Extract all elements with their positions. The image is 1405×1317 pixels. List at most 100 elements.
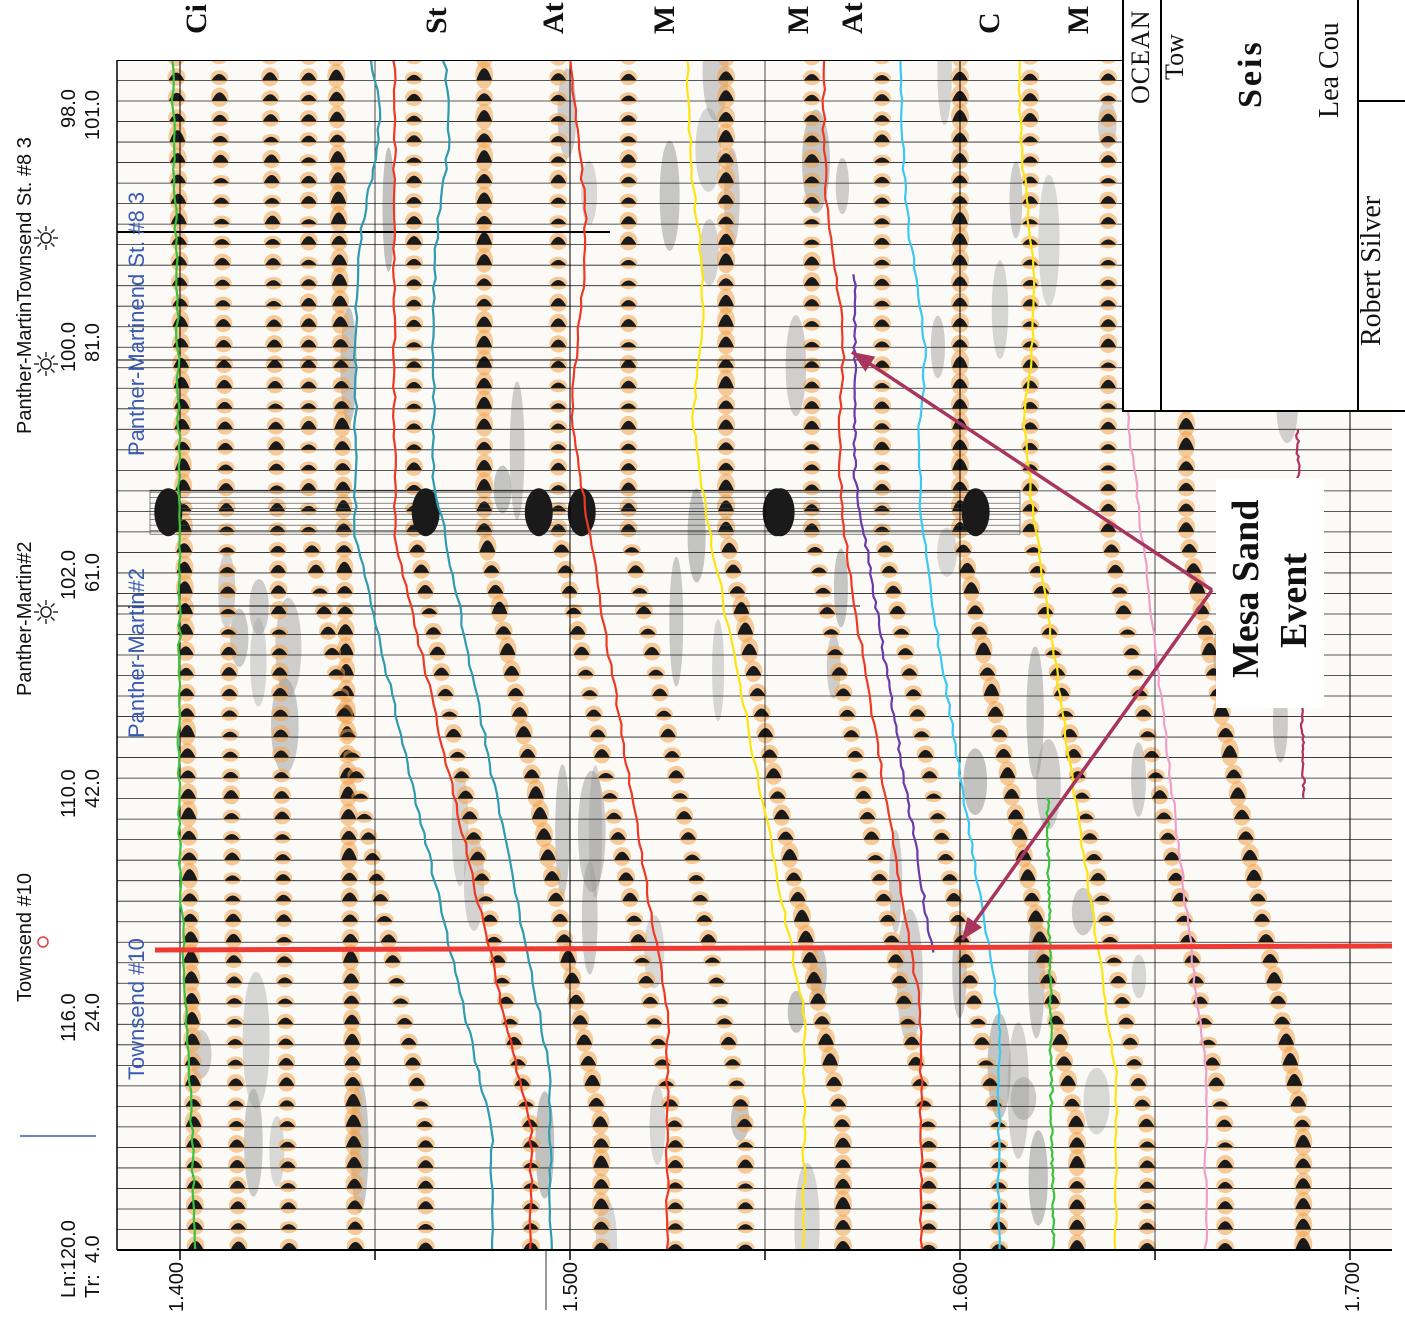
trace-wiggle (803, 484, 820, 491)
trace-wiggle (550, 218, 567, 225)
trace-wiggle (664, 750, 681, 758)
trace-wiggle (666, 1120, 683, 1127)
trace-wiggle (646, 1018, 663, 1025)
trace-wiggle (721, 542, 738, 553)
trace-wiggle (223, 813, 240, 820)
trace-wiggle (1119, 629, 1136, 635)
trace-wiggle (803, 94, 820, 102)
trace-wiggle (550, 174, 567, 184)
trace-wiggle (360, 832, 377, 840)
annotation-line-2: Event (1273, 553, 1315, 648)
trace-wiggle (732, 1099, 749, 1107)
trace-wiggle (803, 299, 820, 307)
trace-wiggle (214, 279, 231, 286)
trace-wiggle (180, 788, 197, 799)
trace-wiggle (1102, 936, 1119, 943)
trace-wiggle (409, 544, 426, 553)
trace-wiggle (1295, 1178, 1312, 1189)
trace-wiggle (392, 998, 409, 1004)
trace-wiggle (1143, 750, 1160, 758)
well-tie-event (961, 488, 990, 537)
trace-wiggle (921, 771, 938, 779)
trace-wiggle (406, 115, 422, 122)
trace-wiggle (340, 830, 357, 840)
trace-wiggle (830, 1098, 847, 1107)
trace-wiggle (728, 1080, 745, 1086)
trace-wiggle (874, 278, 890, 286)
trace-wiggle (1258, 934, 1275, 943)
trace-wiggle (335, 523, 352, 532)
trace-wiggle (453, 771, 470, 779)
trace-wiggle (214, 238, 231, 245)
gray-smear (1028, 1130, 1048, 1226)
trace-wiggle (412, 1101, 429, 1107)
trace-wiggle (925, 793, 942, 799)
horizon-line (352, 60, 495, 1250)
trace-wiggle (336, 586, 353, 594)
trace-wiggle (372, 894, 389, 902)
gray-smear (250, 617, 267, 707)
circle-icon (37, 936, 49, 948)
trace-wiggle (265, 280, 282, 286)
trace-wiggle (539, 849, 556, 861)
trace-wiggle (871, 873, 888, 881)
trace-wiggle (1022, 156, 1039, 163)
trace-wiggle (1245, 869, 1262, 881)
trace-wiggle (331, 254, 348, 266)
trace-wiggle (883, 935, 900, 943)
trace-wiggle (183, 992, 200, 1004)
trace-wiggle (483, 565, 500, 573)
trace-wiggle (737, 1224, 754, 1230)
trace-wiggle (179, 725, 196, 738)
trace-wiggle (718, 521, 734, 532)
trace-wiggle (1134, 1099, 1151, 1107)
trace-wiggle (337, 643, 354, 655)
trace-wiggle (797, 930, 814, 943)
trace-wiggle (1089, 872, 1106, 881)
trace-wiggle (519, 748, 536, 758)
trace-wiggle (716, 1018, 733, 1025)
gray-smear (699, 219, 719, 286)
trace-wiggle (333, 360, 350, 368)
trace-wiggle (223, 834, 240, 840)
trace-wiggle (815, 587, 832, 594)
title-block-title: Seis (1232, 39, 1269, 108)
sun-ray (50, 229, 55, 234)
trace-wiggle (887, 954, 904, 963)
trace-wiggle (332, 316, 349, 327)
peak-halo (261, 60, 278, 65)
annotation-arrow-lower-head (962, 916, 983, 940)
trace-wiggle (543, 871, 560, 881)
trace-wiggle (550, 298, 567, 307)
gray-smear (1007, 1022, 1029, 1159)
trace-wiggle (801, 952, 818, 963)
trace-wiggle (631, 588, 648, 594)
trace-wiggle (177, 646, 194, 655)
trace-wiggle (593, 1198, 610, 1209)
trace-wiggle (911, 1079, 928, 1086)
trace-wiggle (550, 259, 567, 266)
trace-wiggle (211, 92, 228, 102)
trace-wiggle (497, 996, 514, 1004)
trace-wiggle (406, 216, 422, 225)
trace-wiggle (576, 1034, 593, 1045)
trace-wiggle (718, 419, 734, 430)
trace-wiggle (406, 157, 422, 163)
trace-wiggle (1027, 910, 1044, 922)
trace-wiggle (737, 1142, 754, 1148)
trace-wiggle (945, 893, 962, 902)
trace-wiggle (1178, 482, 1195, 491)
sun-ray (37, 242, 42, 247)
trace-wiggle (1107, 564, 1124, 573)
trace-wiggle (970, 1018, 987, 1025)
trace-wiggle (803, 73, 820, 81)
trace-wiggle (835, 1178, 851, 1189)
gray-smear (937, 60, 952, 126)
trace-wiggle (1130, 1078, 1147, 1086)
trace-wiggle (222, 751, 239, 758)
trace-wiggle (213, 177, 230, 184)
trace-wiggle (620, 236, 637, 245)
trace-wiggle (1126, 1059, 1143, 1066)
trace-wiggle (225, 955, 242, 963)
trace-wiggle (1163, 852, 1180, 861)
